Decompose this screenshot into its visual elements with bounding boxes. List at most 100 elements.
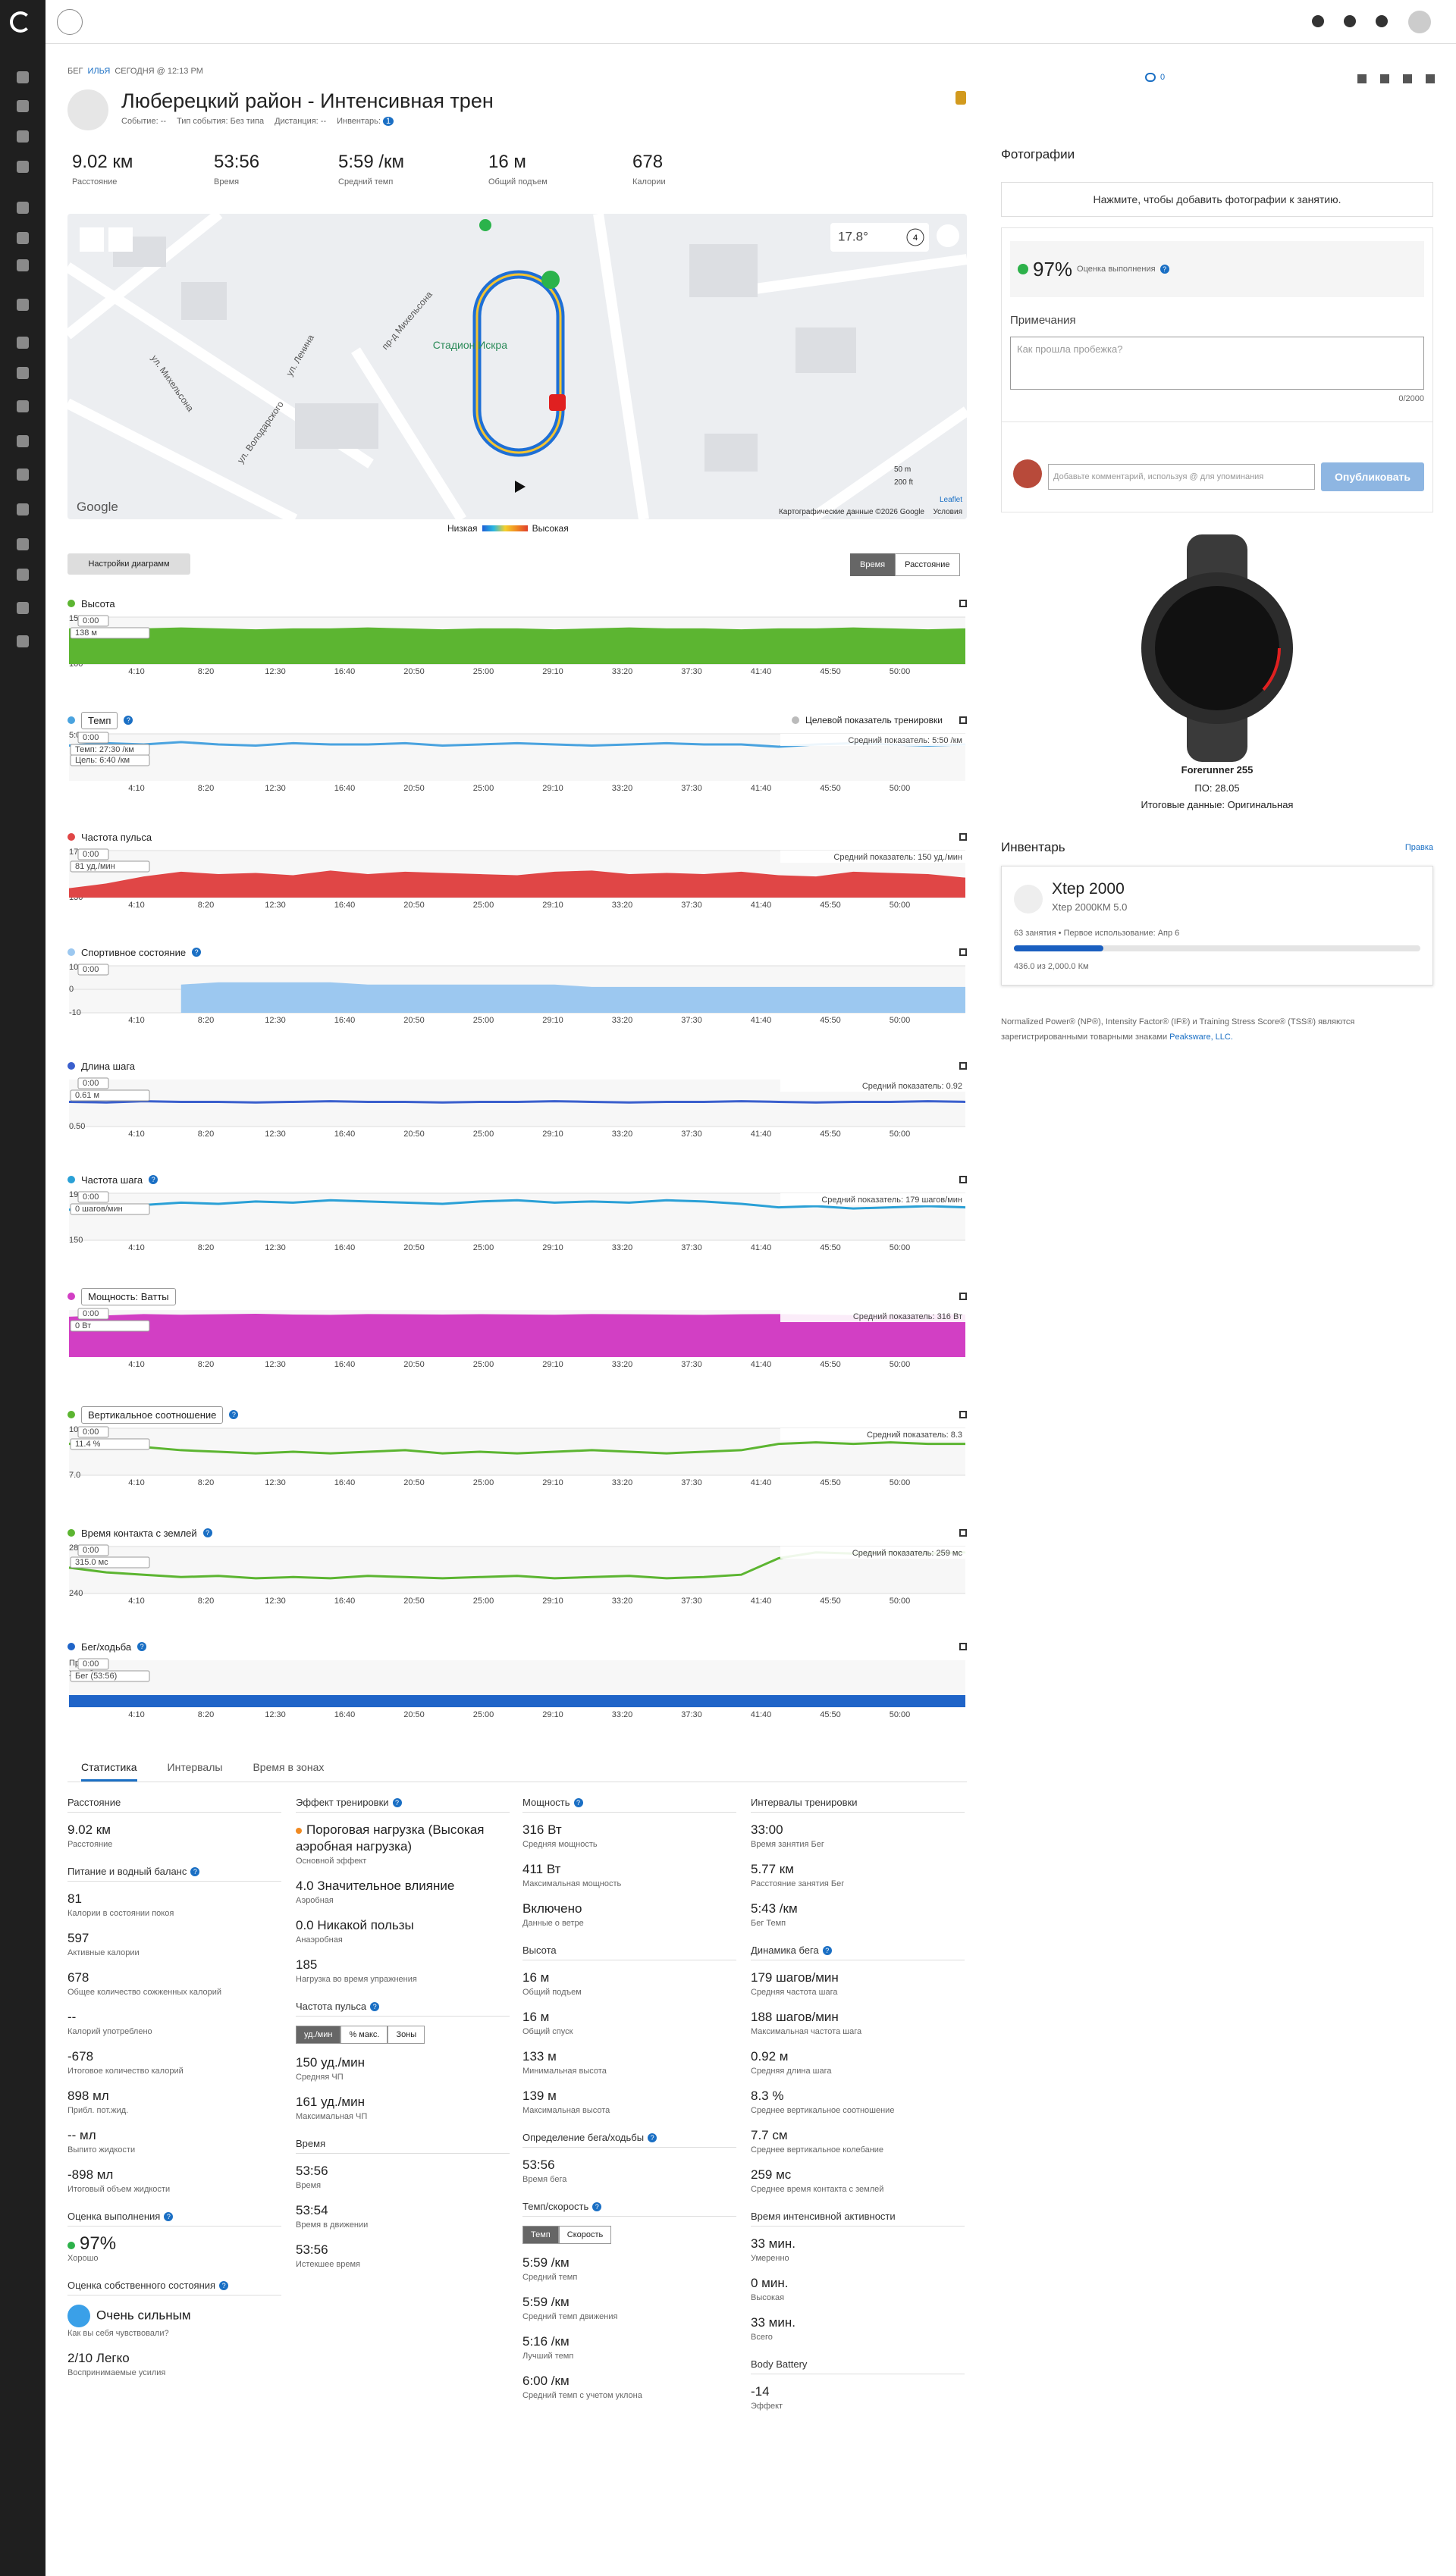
settings-icon[interactable] [1426,74,1435,83]
map-legend: Низкая Высокая [447,523,569,534]
zoom-out[interactable] [108,227,133,252]
gear-edit[interactable]: Правка [1404,843,1433,852]
x-tick-label: 50:00 [890,1597,911,1606]
device-icon[interactable] [1376,15,1388,27]
tooltip-box [77,848,109,860]
crumb[interactable]: ИЛЬЯ [87,67,111,76]
chart-dropdown[interactable]: Мощность: Ватты [81,1287,176,1305]
x-tick-label: 45:50 [820,1016,841,1025]
stat-item: 150 уд./мин Средняя ЧП [296,2054,510,2082]
section-title-text: Мощность [522,1797,570,1808]
stat-item: -- Калорий употреблено [67,2009,281,2036]
stat-item: 185 Нагрузка во время упражнения [296,1957,510,1984]
stat-label: Общее количество сожженных калорий [67,1988,222,1997]
stat-label: Средняя ЧП [296,2073,344,2082]
tab[interactable]: Интервалы [167,1761,223,1773]
mode-time[interactable]: Время [850,553,896,576]
section-title-text: Динамика бега [751,1945,819,1956]
x-tick-label: 25:00 [473,1243,494,1252]
x-tick-label: 41:40 [751,901,772,910]
publish-button[interactable]: Опубликовать [1321,462,1424,491]
tab[interactable]: Время в зонах [253,1761,325,1773]
lock-icon[interactable] [1403,74,1412,83]
stat-value: 6:00 /км [522,2374,570,2388]
meta[interactable]: Дистанция: -- [275,117,327,126]
stat-value: -898 мл [67,2167,114,2182]
chart-title: Спортивное состояние [81,946,187,958]
chart-header: Темп? Целевой показатель тренировки [67,711,967,729]
x-tick-label: 41:40 [751,1243,772,1252]
stats-section: Питание и водный баланс? 81 Калории в сост… [67,1866,281,2194]
likes[interactable]: 0 [1145,73,1165,82]
chart-title: Бег/ходьба [81,1641,132,1653]
chart-header: Вертикальное соотношение? [67,1406,967,1424]
notes-title: Примечания [1010,314,1076,327]
tooltip-box [70,1670,150,1682]
x-tick-label: 33:20 [612,1597,633,1606]
expand-nav[interactable] [57,9,83,35]
stat-label: Выпито жидкости [67,2145,136,2155]
fullscreen[interactable] [937,224,959,247]
stats-column: Расстояние 9.02 км Расстояние Питание и вод… [67,1797,281,2394]
footnote-link[interactable]: Peaksware, LLC. [1169,1033,1233,1042]
stat-label: Данные о ветре [522,1919,584,1928]
toggle[interactable]: % макс. [340,2026,388,2044]
score-label: Оценка выполнения [1077,265,1156,274]
x-tick-label: 33:20 [612,1243,633,1252]
x-tick-label: 37:30 [681,667,702,676]
span: Инвентарь: 1 [337,117,394,126]
tooltip-text: Бег (53:56) [75,1672,117,1681]
notifications-icon[interactable] [1344,15,1356,27]
add-photos[interactable]: Нажмите, чтобы добавить фотографии к зан… [1001,182,1433,217]
stat-item: Пороговая нагрузка (Высокая аэробная наг… [296,1822,510,1866]
area [69,870,965,898]
feel-icon [67,2305,90,2327]
gear-badge[interactable]: 1 [383,117,394,126]
x-tick-label: 4:10 [128,1016,144,1025]
toggle[interactable]: уд./мин [296,2026,341,2044]
toggle[interactable]: Зоны [388,2026,425,2044]
summary-label: Общий подъем [488,177,548,186]
help-icon[interactable]: ? [1159,265,1169,274]
stat-value-row: 33 мин. [751,2236,965,2252]
stat-item: 33 мин. Всего [751,2314,965,2342]
mode-distance[interactable]: Расстояние [895,553,960,576]
meta[interactable]: Тип события: Без типа [177,117,265,126]
nav-icon [17,538,29,550]
zoom-in[interactable] [80,227,104,252]
nav-icon [17,232,29,244]
sync-icon[interactable] [1312,15,1324,27]
tab[interactable]: Статистика [81,1755,137,1782]
toggle[interactable]: Темп [522,2226,559,2244]
summary-value: 5:59 /км [338,152,405,172]
stat-value: 898 мл [67,2089,109,2103]
x-tick-label: 12:30 [265,901,286,910]
chart-dropdown[interactable]: Вертикальное соотношение [81,1406,224,1424]
x-tick-label: 8:20 [198,1597,214,1606]
chart-settings[interactable]: Настройки диаграмм [67,553,190,575]
x-tick-label: 41:40 [751,1016,772,1025]
x-tick-label: 20:50 [403,1478,425,1487]
gear-model: Xtep 2000КМ 5.0 [1052,901,1128,913]
x-tick-label: 45:50 [820,784,841,793]
activity-title[interactable]: Люберецкий район - Интенсивная трен [121,89,494,112]
expand-icon [959,1062,967,1070]
stat-label: Минимальная высота [522,2067,607,2076]
nav-icon [17,259,29,271]
stat-value-row: Включено [522,1901,736,1917]
notes-input[interactable]: Как прошла пробежка? [1010,337,1424,390]
toggle[interactable]: Скорость [558,2226,612,2244]
stat-value-row: 8.3 % [751,2088,965,2104]
avatar[interactable] [1408,11,1431,33]
x-tick-label: 33:20 [612,1016,633,1025]
edit-icon[interactable] [1357,74,1367,83]
stat-label: Прибл. пот.жид. [67,2106,129,2115]
meta[interactable]: Событие: -- [121,117,167,126]
y-tick-label: 7.0 [69,1471,80,1480]
star-icon[interactable] [1380,74,1389,83]
chart-dropdown[interactable]: Темп [81,711,118,729]
x-tick-label: 25:00 [473,901,494,910]
stat-item: 33:00 Время занятия Бег [751,1822,965,1849]
wind: 4 [913,233,918,243]
comment-input[interactable]: Добавьте комментарий, используя @ для уп… [1048,464,1315,490]
